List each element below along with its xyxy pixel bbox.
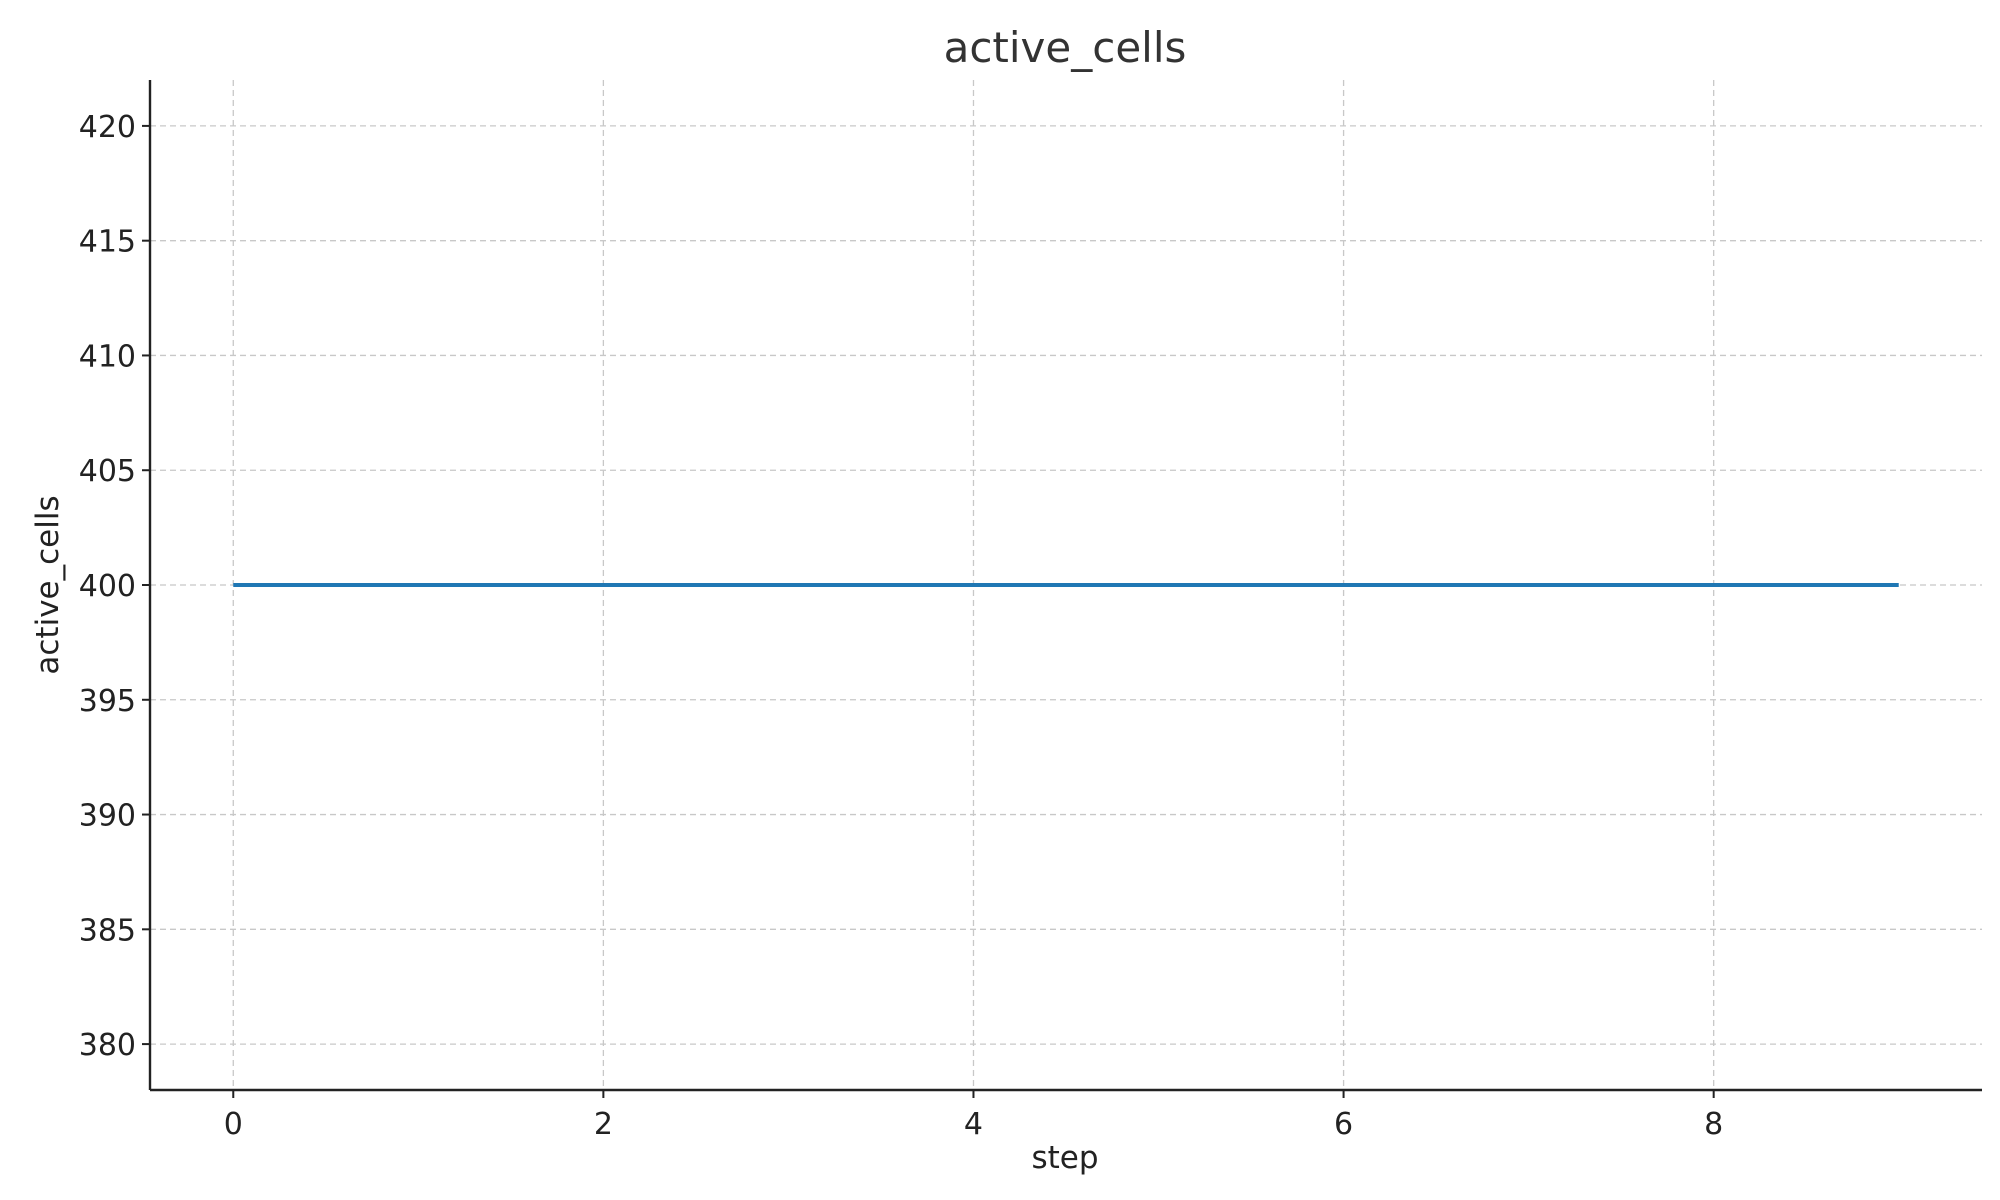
x-tick-label: 2: [594, 1107, 613, 1142]
x-tick-label: 0: [224, 1107, 243, 1142]
x-tick-label: 8: [1704, 1107, 1723, 1142]
y-tick-label: 380: [79, 1028, 136, 1063]
x-tick-label: 6: [1334, 1107, 1353, 1142]
chart-title: active_cells: [944, 23, 1187, 72]
y-tick-label: 415: [79, 225, 136, 260]
y-tick-label: 390: [79, 799, 136, 834]
y-tick-label: 385: [79, 913, 136, 948]
y-axis-title: active_cells: [30, 495, 66, 674]
y-axis-ticks: 380 385 390 395 400 405 410 415 420: [79, 110, 150, 1063]
y-tick-label: 400: [79, 569, 136, 604]
y-tick-label: 395: [79, 684, 136, 719]
y-tick-label: 405: [79, 454, 136, 489]
y-tick-label: 420: [79, 110, 136, 145]
x-axis-title: step: [1031, 1140, 1098, 1176]
x-tick-label: 4: [964, 1107, 983, 1142]
x-axis-ticks: 0 2 4 6 8: [224, 1090, 1723, 1142]
y-tick-label: 410: [79, 339, 136, 374]
